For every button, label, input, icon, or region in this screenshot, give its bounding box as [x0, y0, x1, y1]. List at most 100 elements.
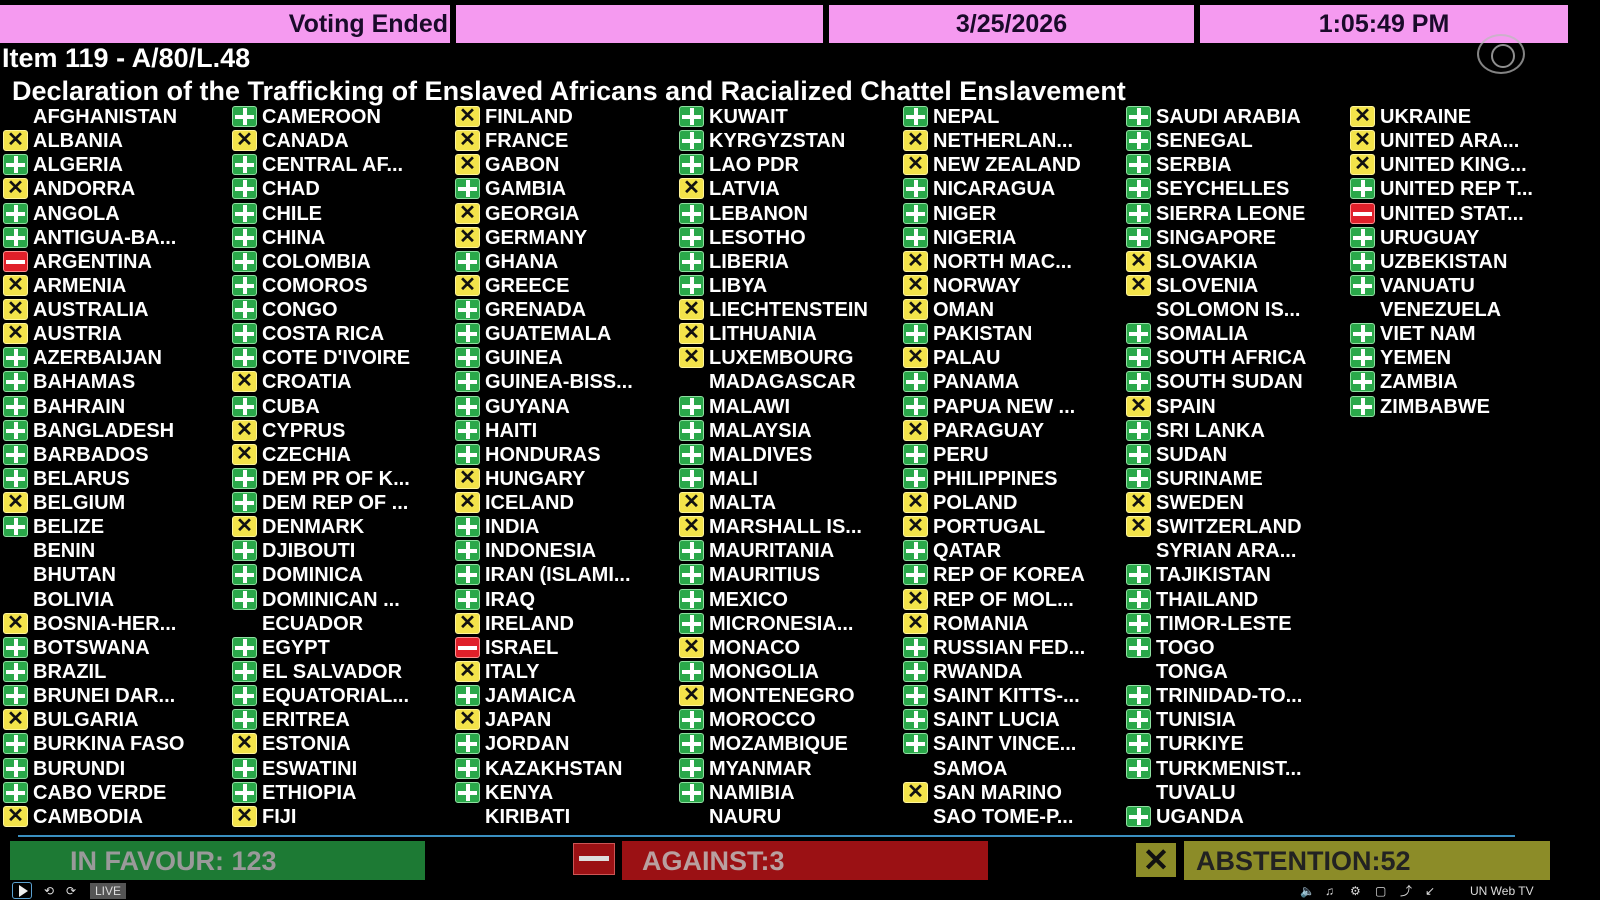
plus-icon [679, 130, 704, 152]
fullscreen-icon[interactable]: ▢ [1375, 884, 1387, 898]
country-name: NIGERIA [933, 226, 1017, 249]
plus-icon [455, 323, 480, 345]
country-name: TAJIKISTAN [1156, 564, 1271, 587]
forward-10-icon[interactable]: ⟳ [66, 884, 77, 898]
plus-icon [1126, 130, 1151, 152]
country-name: TOGO [1156, 636, 1215, 659]
x-icon: ✕ [3, 323, 28, 345]
plus-icon [903, 106, 928, 127]
plus-icon [1126, 805, 1151, 827]
country-name: UNITED STAT... [1380, 202, 1524, 225]
exit-fullscreen-icon[interactable]: ↙ [1425, 884, 1436, 898]
plus-icon [903, 467, 928, 489]
country-name: MALI [709, 467, 758, 490]
plus-icon [3, 516, 28, 538]
country-name: SURINAME [1156, 467, 1263, 490]
share-icon[interactable]: ⤴ [1400, 884, 1413, 898]
x-icon: ✕ [1350, 130, 1375, 152]
country-name: COMOROS [262, 274, 368, 297]
live-badge[interactable]: LIVE [90, 883, 127, 899]
x-icon: ✕ [3, 612, 28, 634]
rewind-10-icon[interactable]: ⟲ [44, 884, 55, 898]
country-name: ALBANIA [33, 130, 123, 153]
country-name: PAPUA NEW ... [933, 395, 1076, 418]
country-name: MARSHALL IS... [709, 516, 862, 539]
abstention-total: ABSTENTION:52 [1184, 841, 1550, 880]
plus-icon [3, 395, 28, 417]
settings-icon[interactable]: ⚙ [1350, 884, 1361, 898]
plus-icon [232, 564, 257, 586]
country-name: OMAN [933, 299, 995, 322]
country-name: UKRAINE [1380, 106, 1472, 128]
plus-icon [232, 202, 257, 224]
country-name: SOUTH AFRICA [1156, 347, 1307, 370]
plus-icon [232, 467, 257, 489]
plus-icon [232, 226, 257, 248]
plus-icon [232, 274, 257, 296]
plus-icon [679, 757, 704, 779]
country-name: ECUADOR [262, 612, 364, 635]
x-icon: ✕ [1350, 106, 1375, 127]
country-name: ANTIGUA-BA... [33, 226, 177, 249]
progress-line[interactable] [18, 835, 1515, 837]
plus-icon [3, 371, 28, 393]
in-favour-total: IN FAVOUR: 123 [10, 841, 425, 880]
country-name: VIET NAM [1380, 323, 1476, 346]
country-name: NORTH MAC... [933, 250, 1072, 273]
header-blank-cell [456, 5, 823, 43]
plus-icon [1126, 467, 1151, 489]
x-icon: ✕ [903, 154, 928, 176]
country-name: CONGO [262, 299, 338, 322]
plus-icon [903, 685, 928, 707]
music-icon[interactable]: ♫ [1325, 884, 1334, 898]
plus-icon [455, 733, 480, 755]
country-name: LATVIA [709, 178, 780, 201]
x-icon: ✕ [455, 202, 480, 224]
country-name: CANADA [262, 130, 349, 153]
country-name: INDONESIA [485, 540, 597, 563]
country-name: MADAGASCAR [709, 371, 856, 394]
x-icon: ✕ [903, 419, 928, 441]
country-name: CAMEROON [262, 106, 381, 128]
country-name: MALDIVES [709, 443, 813, 466]
country-name: GABON [485, 154, 560, 177]
country-name: NETHERLAN... [933, 130, 1073, 153]
country-name: MYANMAR [709, 757, 812, 780]
x-icon: ✕ [455, 492, 480, 514]
country-name: ESTONIA [262, 733, 351, 756]
plus-icon [232, 757, 257, 779]
plus-icon [679, 226, 704, 248]
country-name: ERITREA [262, 709, 350, 732]
country-name: ITALY [485, 660, 540, 683]
country-name: CHAD [262, 178, 320, 201]
plus-icon [232, 347, 257, 369]
vote-date: 3/25/2026 [829, 5, 1194, 43]
country-name: EL SALVADOR [262, 660, 403, 683]
x-icon: ✕ [232, 371, 257, 393]
country-name: SYRIAN ARA... [1156, 540, 1297, 563]
x-icon: ✕ [1126, 492, 1151, 514]
play-button[interactable] [12, 882, 32, 899]
country-name: THAILAND [1156, 588, 1259, 611]
country-name: VENEZUELA [1380, 299, 1502, 322]
country-name: BRAZIL [33, 660, 107, 683]
country-name: YEMEN [1380, 347, 1452, 370]
plus-icon [1126, 733, 1151, 755]
volume-icon[interactable]: 🔈 [1300, 884, 1315, 898]
country-name: PALAU [933, 347, 1001, 370]
country-name: LUXEMBOURG [709, 347, 854, 370]
plus-icon [903, 709, 928, 731]
country-name: MEXICO [709, 588, 788, 611]
country-name: PANAMA [933, 371, 1020, 394]
country-name: NORWAY [933, 274, 1021, 297]
x-icon: ✕ [3, 130, 28, 152]
country-name: CUBA [262, 395, 320, 418]
minus-icon [3, 250, 28, 272]
x-icon: ✕ [679, 347, 704, 369]
country-name: KENYA [485, 781, 554, 804]
plus-icon [1350, 250, 1375, 272]
plus-icon [1350, 395, 1375, 417]
country-name: SINGAPORE [1156, 226, 1277, 249]
country-name: SERBIA [1156, 154, 1232, 177]
country-name: ZIMBABWE [1380, 395, 1490, 418]
